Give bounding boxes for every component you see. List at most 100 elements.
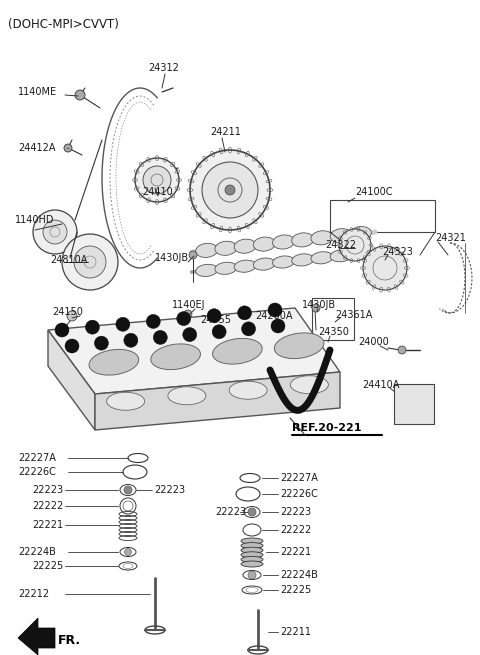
Text: 24322: 24322	[325, 240, 356, 250]
Circle shape	[135, 158, 179, 202]
Text: 1430JB: 1430JB	[302, 300, 336, 310]
Text: 24361A: 24361A	[335, 310, 372, 320]
Text: 22225: 22225	[280, 585, 311, 595]
Text: 24312: 24312	[148, 63, 179, 73]
Ellipse shape	[241, 547, 263, 553]
Ellipse shape	[253, 258, 275, 270]
Ellipse shape	[107, 392, 144, 410]
Circle shape	[55, 323, 69, 337]
Text: 24150: 24150	[52, 307, 83, 317]
Circle shape	[146, 314, 160, 328]
Circle shape	[402, 397, 408, 403]
Text: 22225: 22225	[32, 561, 63, 571]
Text: 1140ME: 1140ME	[18, 87, 57, 97]
Circle shape	[238, 306, 252, 320]
Text: 22223: 22223	[154, 485, 185, 495]
Text: 24323: 24323	[382, 247, 413, 257]
Circle shape	[398, 346, 406, 354]
Polygon shape	[48, 308, 340, 394]
Ellipse shape	[330, 229, 352, 243]
Circle shape	[124, 486, 132, 494]
Text: FR.: FR.	[58, 633, 81, 646]
Polygon shape	[48, 330, 95, 430]
Text: (DOHC-MPI>CVVT): (DOHC-MPI>CVVT)	[8, 18, 119, 31]
Ellipse shape	[274, 333, 324, 358]
Circle shape	[339, 229, 371, 261]
Circle shape	[64, 144, 72, 152]
Ellipse shape	[349, 227, 372, 240]
Ellipse shape	[349, 248, 372, 259]
Ellipse shape	[241, 538, 263, 544]
Circle shape	[143, 166, 171, 194]
Text: 24412A: 24412A	[18, 143, 56, 153]
Circle shape	[212, 325, 226, 339]
Ellipse shape	[311, 231, 333, 245]
Circle shape	[207, 309, 221, 323]
Circle shape	[85, 320, 99, 334]
Circle shape	[124, 333, 138, 347]
Circle shape	[212, 324, 218, 330]
Circle shape	[184, 310, 192, 318]
Text: 1140EJ: 1140EJ	[172, 300, 205, 310]
Text: 22224B: 22224B	[18, 547, 56, 557]
Text: 22212: 22212	[18, 589, 49, 599]
Circle shape	[183, 328, 197, 341]
Circle shape	[312, 304, 320, 312]
Circle shape	[65, 339, 79, 353]
Text: REF.20-221: REF.20-221	[292, 423, 361, 433]
Ellipse shape	[311, 252, 333, 264]
Ellipse shape	[241, 561, 263, 567]
Ellipse shape	[253, 237, 275, 251]
Circle shape	[116, 317, 130, 331]
Ellipse shape	[196, 265, 217, 276]
Polygon shape	[95, 372, 340, 430]
Polygon shape	[18, 618, 55, 655]
Circle shape	[153, 330, 168, 345]
Text: 24810A: 24810A	[50, 255, 87, 265]
Text: 22221: 22221	[32, 520, 63, 530]
Text: 22227A: 22227A	[280, 473, 318, 483]
Text: 24410A: 24410A	[362, 380, 399, 390]
Text: 24200A: 24200A	[255, 311, 292, 321]
Circle shape	[189, 251, 197, 259]
Ellipse shape	[215, 241, 237, 255]
Text: 24321: 24321	[435, 233, 466, 243]
Text: 22224B: 22224B	[280, 570, 318, 580]
Ellipse shape	[273, 256, 294, 268]
Text: 24100C: 24100C	[355, 187, 393, 197]
Text: 24211: 24211	[210, 127, 241, 137]
Circle shape	[190, 150, 270, 230]
Circle shape	[95, 336, 108, 350]
Text: 22227A: 22227A	[18, 453, 56, 463]
Text: 22222: 22222	[280, 525, 311, 535]
Circle shape	[62, 234, 118, 290]
Ellipse shape	[241, 542, 263, 549]
Text: 22221: 22221	[280, 547, 311, 557]
Ellipse shape	[292, 233, 313, 247]
Ellipse shape	[196, 244, 217, 257]
Ellipse shape	[234, 239, 256, 253]
Ellipse shape	[290, 376, 328, 394]
Circle shape	[202, 162, 258, 218]
Circle shape	[43, 220, 67, 244]
Ellipse shape	[292, 254, 313, 266]
Ellipse shape	[168, 386, 206, 405]
Circle shape	[248, 571, 256, 579]
Bar	[330, 200, 435, 232]
Circle shape	[74, 246, 106, 278]
Circle shape	[75, 90, 85, 100]
Text: 22223: 22223	[280, 507, 311, 517]
Circle shape	[248, 508, 256, 516]
Ellipse shape	[215, 262, 237, 274]
Text: 22226C: 22226C	[280, 489, 318, 499]
Text: 24355: 24355	[200, 315, 231, 325]
Text: 24350: 24350	[318, 327, 349, 337]
Text: 24410: 24410	[142, 187, 173, 197]
Ellipse shape	[241, 556, 263, 563]
Circle shape	[268, 303, 282, 317]
Text: 24000: 24000	[358, 337, 389, 347]
Text: 22226C: 22226C	[18, 467, 56, 477]
Circle shape	[363, 246, 407, 290]
Circle shape	[241, 322, 255, 336]
Ellipse shape	[89, 349, 139, 375]
